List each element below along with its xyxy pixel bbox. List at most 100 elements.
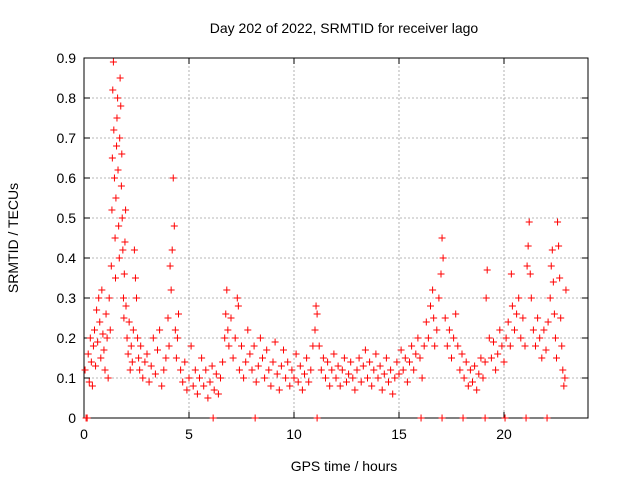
data-point [109,58,117,66]
data-point [294,378,302,386]
data-point [98,286,106,294]
data-point [196,374,203,382]
data-point [183,386,191,394]
data-point [460,374,468,382]
data-point [511,326,518,334]
data-point [120,270,128,278]
data-point [334,362,342,370]
data-point [99,330,107,338]
data-point [345,370,353,378]
data-point [525,218,533,226]
data-point [501,414,509,422]
data-point [445,326,453,334]
data-point [288,366,296,374]
data-point [251,414,259,422]
x-axis-label: GPS time / hours [291,458,398,474]
data-point [110,174,118,182]
data-point [277,362,285,370]
data-point [137,342,145,350]
data-point [410,366,418,374]
data-point [397,346,405,354]
data-point [204,394,212,402]
data-point [481,414,489,422]
data-point [494,350,502,358]
data-point [223,286,231,294]
data-point [141,358,149,366]
data-point [114,94,122,102]
data-point [519,314,527,322]
data-point [395,370,403,378]
data-point [532,342,539,350]
data-point [376,362,384,370]
data-point [506,342,514,350]
data-point [562,286,570,294]
data-point [315,342,323,350]
x-tick-label: 20 [496,426,512,442]
data-point [424,334,432,342]
data-point [118,150,126,158]
data-point [473,386,481,394]
data-point [248,366,256,374]
data-point [244,326,252,334]
data-point [523,262,531,270]
data-point [462,358,470,366]
data-point [231,334,239,342]
data-point [206,378,214,386]
data-point [175,310,182,318]
data-point [169,174,177,182]
data-point [378,386,386,394]
data-point [560,382,568,390]
data-point [109,86,117,94]
data-point [156,326,164,334]
data-point [330,350,338,358]
data-point [471,362,479,370]
data-point [112,274,119,282]
data-point [435,294,443,302]
y-tick-label: 0.3 [57,290,77,306]
data-point [459,414,467,422]
data-point [113,142,121,150]
data-point [256,334,264,342]
x-tick-label: 5 [185,426,193,442]
data-point [338,366,346,374]
data-point [452,310,460,318]
data-point [389,390,397,398]
data-point [309,342,317,350]
data-point [547,262,555,270]
data-point [110,126,118,134]
data-point [143,350,151,358]
data-point [229,354,237,362]
data-point [401,354,409,362]
data-point [561,374,569,382]
data-point [417,414,425,422]
data-point [286,382,294,390]
data-point [282,374,290,382]
data-point [550,310,558,318]
data-point [209,414,217,422]
data-point [551,334,559,342]
data-point [193,390,201,398]
data-point [366,358,374,366]
data-point [482,294,490,302]
data-point [406,358,413,366]
data-point [290,374,298,382]
data-point [548,246,556,254]
data-point [483,266,491,274]
data-point [162,354,170,362]
data-point [117,102,125,110]
data-point [185,374,193,382]
data-point [343,378,350,386]
data-point [324,358,332,366]
data-point [464,382,472,390]
data-point [524,242,532,250]
data-point [103,334,111,342]
data-point [234,302,242,310]
data-point [361,346,369,354]
data-point [418,374,426,382]
data-point [202,366,210,374]
y-tick-label: 0.7 [57,130,77,146]
data-point [374,374,382,382]
y-tick-label: 0.4 [57,250,77,266]
data-point [191,366,199,374]
data-point [558,342,566,350]
